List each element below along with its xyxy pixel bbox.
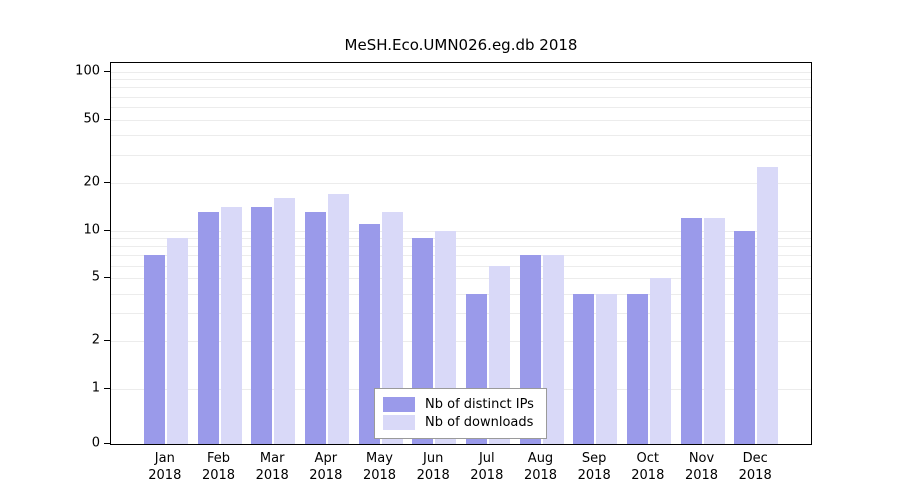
y-tick-mark xyxy=(104,181,110,183)
bar-downloads xyxy=(542,255,564,444)
y-tick-mark xyxy=(104,229,110,231)
gridline xyxy=(111,245,811,247)
x-tick-month: Jul xyxy=(478,451,495,466)
gridline xyxy=(111,119,811,121)
x-tick-label: Apr 2018 xyxy=(297,450,355,484)
bar-downloads xyxy=(381,212,403,444)
legend-swatch-distinct-ips xyxy=(383,397,415,412)
x-tick-year: 2018 xyxy=(631,468,665,483)
x-tick-month: Dec xyxy=(742,451,768,466)
gridline xyxy=(111,135,811,137)
gridline xyxy=(111,154,811,156)
gridline xyxy=(111,293,811,295)
x-tick-year: 2018 xyxy=(470,468,504,483)
x-tick-label: Oct 2018 xyxy=(619,450,677,484)
legend-label-downloads: Nb of downloads xyxy=(425,415,534,430)
x-tick-year: 2018 xyxy=(684,468,719,483)
x-tick-year: 2018 xyxy=(362,468,397,483)
y-tick-mark xyxy=(104,118,110,120)
bar-distinct-ips xyxy=(251,207,273,444)
bar-downloads xyxy=(166,237,188,444)
y-tick-mark xyxy=(104,71,110,72)
y-tick-mark xyxy=(104,443,110,444)
legend: Nb of distinct IPs Nb of downloads xyxy=(374,388,547,439)
x-tick-month: Aug xyxy=(527,451,554,466)
bar-downloads xyxy=(274,198,296,444)
y-tick-label: 0 xyxy=(91,435,100,451)
bar-downloads xyxy=(220,207,242,444)
x-tick-month: Nov xyxy=(688,451,715,466)
x-tick-year: 2018 xyxy=(255,468,289,483)
x-tick-label: May 2018 xyxy=(351,450,409,484)
x-tick-year: 2018 xyxy=(416,468,450,483)
y-tick-label: 2 xyxy=(91,332,100,348)
gridline xyxy=(111,79,811,81)
legend-entry-distinct-ips: Nb of distinct IPs xyxy=(383,397,534,412)
bar-distinct-ips xyxy=(143,255,165,444)
y-tick-label: 5 xyxy=(91,269,100,285)
legend-swatch-downloads xyxy=(383,415,415,430)
y-tick-label: 50 xyxy=(83,111,100,127)
x-tick-label: Jan 2018 xyxy=(136,450,194,484)
gridline xyxy=(111,96,811,98)
gridline xyxy=(111,230,811,232)
x-tick-month: Feb xyxy=(206,451,231,466)
bar-distinct-ips xyxy=(680,217,702,444)
bar-distinct-ips xyxy=(304,212,326,444)
y-tick-label: 1 xyxy=(91,380,100,396)
y-tick-label: 10 xyxy=(83,222,100,237)
gridline xyxy=(111,278,811,280)
x-tick-label: Jul 2018 xyxy=(458,450,516,484)
x-tick-year: 2018 xyxy=(523,468,558,483)
chart-title: MeSH.Eco.UMN026.eg.db 2018 xyxy=(344,36,578,54)
y-tick-label: 20 xyxy=(83,174,100,190)
bar-downloads xyxy=(649,278,671,444)
x-tick-label: Jun 2018 xyxy=(404,450,462,484)
gridline xyxy=(111,265,811,267)
bar-downloads xyxy=(757,167,779,444)
bar-downloads xyxy=(703,217,725,444)
x-tick-year: 2018 xyxy=(738,468,772,483)
gridline xyxy=(111,182,811,184)
gridline xyxy=(111,237,811,239)
gridline xyxy=(111,72,811,73)
legend-label-distinct-ips: Nb of distinct IPs xyxy=(425,397,534,412)
y-tick-label: 100 xyxy=(75,63,100,79)
x-tick-month: Mar xyxy=(259,451,285,466)
x-tick-label: Nov 2018 xyxy=(673,450,731,484)
gridline xyxy=(111,255,811,257)
x-tick-month: Jan xyxy=(154,451,175,466)
bar-distinct-ips xyxy=(626,293,648,444)
bar-distinct-ips xyxy=(197,212,219,444)
x-tick-label: Dec 2018 xyxy=(726,450,784,484)
x-tick-month: Jun xyxy=(423,451,444,466)
gridline xyxy=(111,341,811,343)
y-tick-mark xyxy=(104,277,110,279)
x-tick-label: Aug 2018 xyxy=(512,450,570,484)
x-tick-month: Sep xyxy=(581,451,607,466)
bar-downloads xyxy=(327,194,349,444)
x-tick-year: 2018 xyxy=(309,468,343,483)
x-tick-label: Feb 2018 xyxy=(190,450,248,484)
x-tick-year: 2018 xyxy=(201,468,236,483)
gridline xyxy=(111,313,811,315)
plot-area: Nb of distinct IPs Nb of downloads xyxy=(110,62,812,445)
bar-distinct-ips xyxy=(573,293,595,444)
x-tick-year: 2018 xyxy=(148,468,182,483)
x-tick-label: Mar 2018 xyxy=(243,450,301,484)
x-tick-month: Apr xyxy=(314,451,338,466)
gridline xyxy=(111,107,811,109)
x-tick-year: 2018 xyxy=(577,468,611,483)
bar-downloads xyxy=(596,293,618,444)
x-tick-month: Oct xyxy=(636,451,660,466)
x-tick-month: May xyxy=(366,451,393,466)
gridline xyxy=(111,87,811,89)
y-tick-mark xyxy=(104,388,110,389)
x-tick-label: Sep 2018 xyxy=(565,450,623,484)
legend-entry-downloads: Nb of downloads xyxy=(383,415,534,430)
y-tick-mark xyxy=(104,340,110,342)
bar-distinct-ips xyxy=(734,230,756,444)
